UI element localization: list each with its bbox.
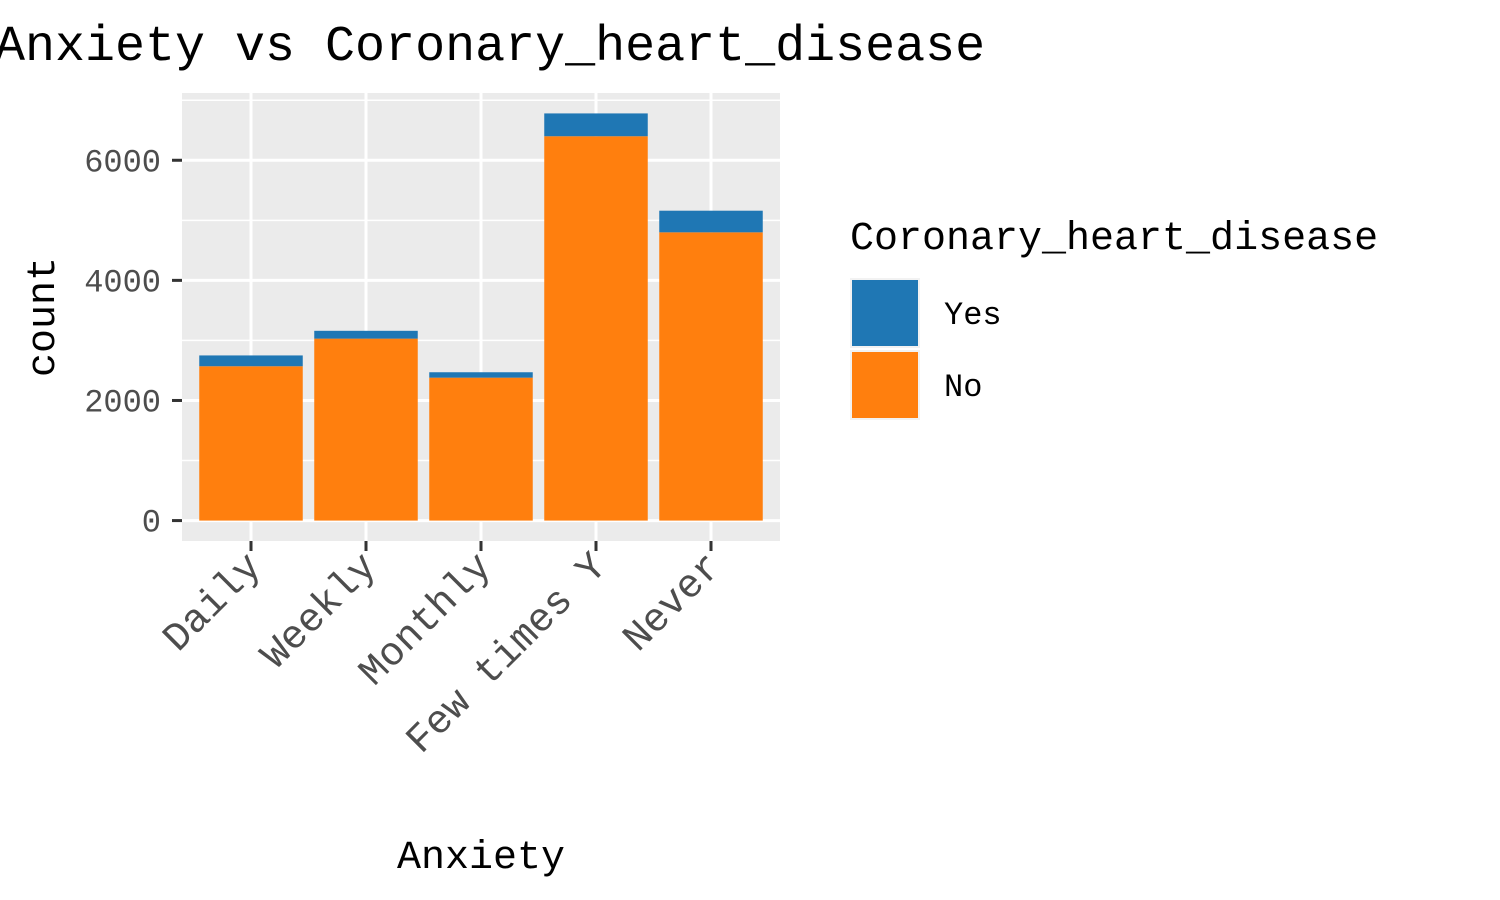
- y-tick-label: 0: [142, 505, 161, 542]
- y-axis-title: count: [22, 257, 67, 377]
- y-tick-label: 4000: [84, 264, 161, 301]
- bar-no-weekly: [314, 338, 418, 521]
- bar-no-never: [659, 232, 763, 521]
- y-tick-label: 2000: [84, 384, 161, 421]
- legend-title: Coronary_heart_disease: [850, 217, 1378, 262]
- bars: [199, 113, 763, 521]
- legend-swatch-yes: [852, 280, 918, 346]
- x-tick-label: Few times Y: [399, 545, 618, 764]
- y-axis: 0 2000 4000 6000: [84, 144, 182, 542]
- bar-yes-monthly: [429, 372, 533, 378]
- x-axis-title: Anxiety: [397, 836, 565, 881]
- x-tick-label: Daily: [155, 545, 272, 662]
- chart-title: Anxiety vs Coronary_heart_disease: [0, 19, 985, 76]
- bar-no-monthly: [429, 377, 533, 521]
- legend-swatch-no: [852, 352, 918, 418]
- legend-label-no: No: [944, 369, 982, 406]
- bar-yes-never: [659, 210, 763, 233]
- legend-label-yes: Yes: [944, 297, 1002, 334]
- bar-yes-few-times-y: [544, 113, 648, 137]
- bar-no-few-times-y: [544, 136, 648, 521]
- bar-yes-daily: [199, 355, 303, 367]
- x-tick-label: Never: [615, 545, 732, 662]
- legend: Coronary_heart_disease Yes No: [850, 217, 1378, 420]
- bar-yes-weekly: [314, 330, 418, 339]
- bar-no-daily: [199, 366, 303, 521]
- y-tick-label: 6000: [84, 144, 161, 181]
